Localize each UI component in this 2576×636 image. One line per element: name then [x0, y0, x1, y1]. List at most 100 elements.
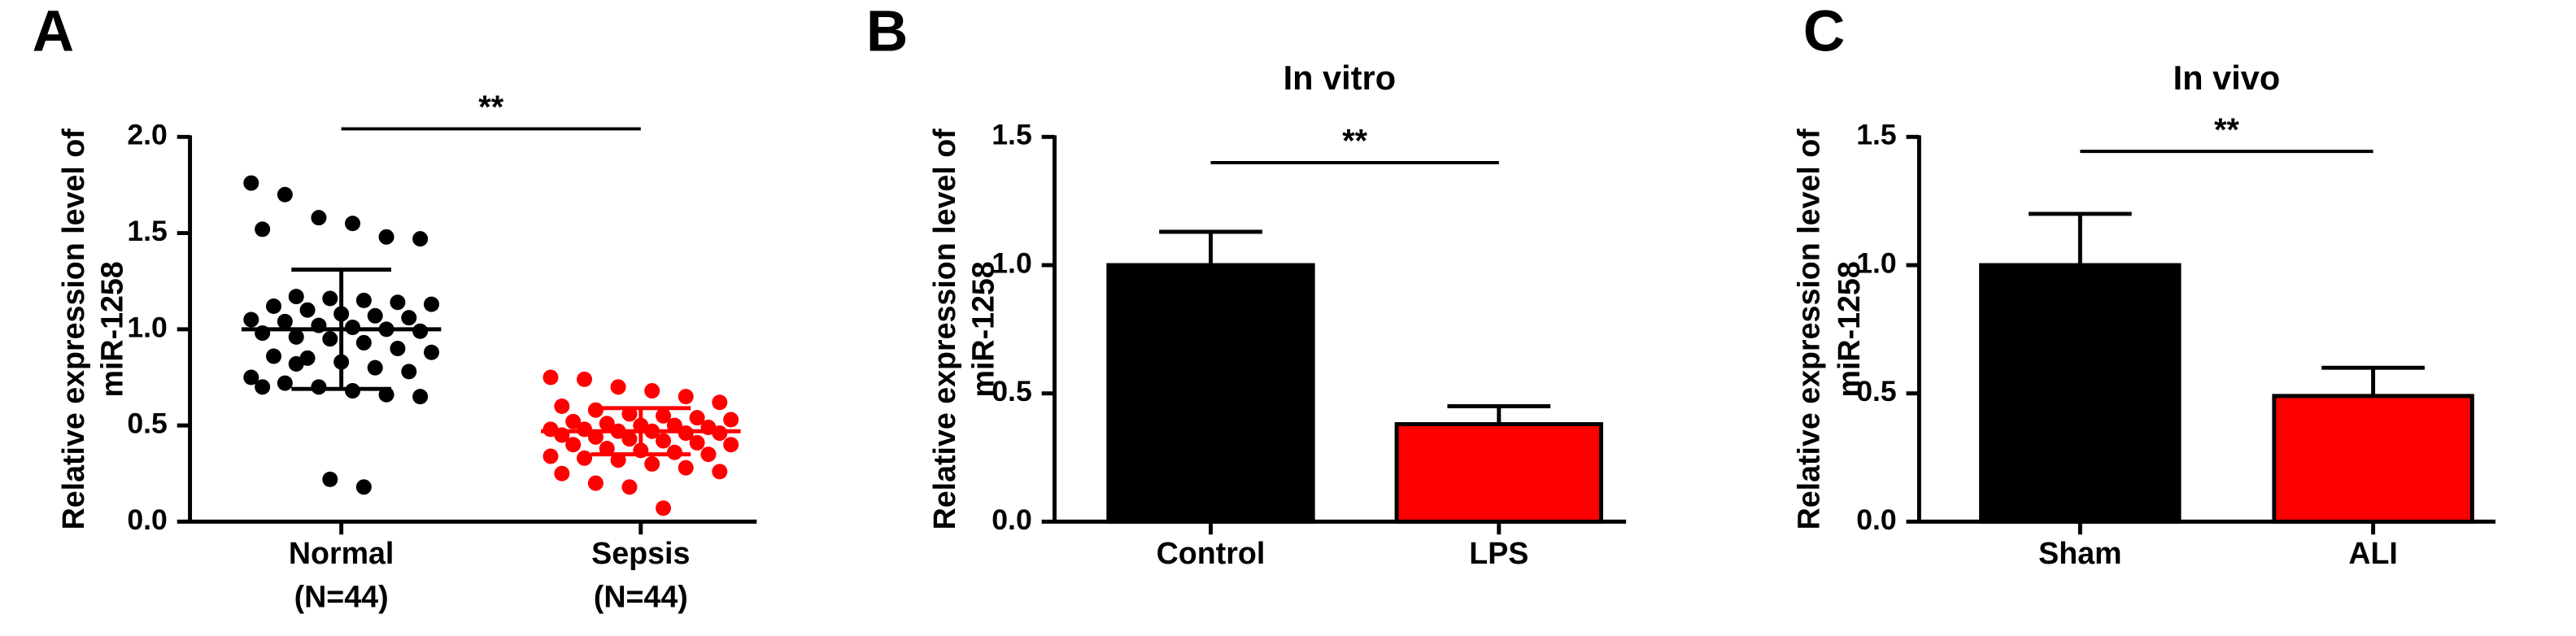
- bar: [1394, 422, 1603, 524]
- data-point: [656, 407, 672, 424]
- data-point: [554, 398, 570, 414]
- data-point: [689, 434, 705, 451]
- data-point: [243, 369, 259, 386]
- data-point: [344, 216, 360, 232]
- data-point: [412, 231, 429, 247]
- data-point: [678, 389, 694, 405]
- bar: [2272, 394, 2474, 524]
- panel-label: A: [33, 0, 74, 63]
- data-point: [712, 394, 728, 411]
- y-tick-label: 0.0: [1856, 503, 1897, 536]
- y-axis-label: miR-1258: [94, 261, 129, 397]
- y-axis-label: Relative expression level of: [927, 129, 961, 530]
- data-point: [355, 334, 372, 351]
- data-point: [255, 379, 271, 395]
- data-point: [723, 437, 739, 453]
- data-point: [543, 448, 559, 464]
- data-point: [689, 410, 705, 426]
- y-tick-label: 1.5: [1856, 119, 1897, 151]
- y-axis-label: Relative expression level of: [56, 129, 90, 530]
- data-point: [355, 292, 372, 308]
- data-point: [243, 175, 259, 191]
- data-point: [577, 450, 593, 466]
- error-bar: [591, 406, 691, 457]
- data-point: [423, 344, 439, 360]
- data-point: [277, 313, 293, 329]
- data-point: [367, 359, 383, 376]
- data-point: [390, 341, 406, 357]
- y-tick-label: 1.0: [127, 311, 168, 343]
- y-axis-label: miR-1258: [965, 261, 1000, 397]
- y-tick-label: 0.0: [127, 503, 168, 536]
- data-point: [644, 383, 660, 399]
- x-tick-sublabel: (N=44): [294, 579, 389, 613]
- data-point: [543, 369, 559, 386]
- x-tick-label: Normal: [289, 536, 394, 570]
- data-point: [565, 413, 582, 429]
- significance-label: **: [1342, 124, 1367, 159]
- chart-title: In vivo: [2173, 59, 2281, 97]
- y-tick-label: 0.5: [127, 407, 168, 440]
- error-bar: [291, 268, 391, 391]
- data-point: [610, 379, 626, 395]
- data-point: [322, 290, 338, 307]
- y-axis-label: Relative expression level of: [1792, 129, 1826, 530]
- x-tick-label: ALI: [2348, 536, 2398, 570]
- data-point: [656, 500, 672, 516]
- chart-title: In vitro: [1284, 59, 1397, 97]
- data-point: [255, 221, 271, 237]
- data-point: [288, 329, 304, 345]
- x-tick-label: Control: [1157, 536, 1266, 570]
- y-tick-label: 2.0: [127, 119, 168, 151]
- y-tick-label: 1.0: [1856, 246, 1897, 279]
- significance-label: **: [478, 89, 503, 125]
- data-point: [378, 229, 394, 245]
- data-point: [423, 296, 439, 312]
- data-point: [587, 475, 604, 491]
- x-tick-sublabel: (N=44): [594, 579, 688, 613]
- y-axis-label: miR-1258: [1832, 261, 1866, 397]
- y-tick-label: 0.5: [1856, 375, 1897, 407]
- data-point: [288, 355, 304, 372]
- data-point: [723, 412, 739, 428]
- data-point: [678, 460, 694, 476]
- bar: [1106, 263, 1315, 524]
- significance-label: **: [2214, 112, 2239, 148]
- data-point: [565, 437, 582, 453]
- data-point: [322, 331, 338, 347]
- data-point: [277, 375, 293, 391]
- data-point: [299, 302, 316, 318]
- y-tick-label: 0.0: [992, 503, 1032, 536]
- y-tick-label: 1.5: [992, 119, 1032, 151]
- data-point: [644, 455, 660, 472]
- data-point: [277, 186, 293, 203]
- data-point: [390, 294, 406, 311]
- data-point: [367, 307, 383, 324]
- data-point: [265, 298, 281, 314]
- data-point: [656, 433, 672, 449]
- data-point: [355, 479, 372, 495]
- data-point: [621, 431, 638, 447]
- data-point: [401, 310, 417, 326]
- data-point: [265, 348, 281, 364]
- data-point: [554, 465, 570, 481]
- data-point: [288, 289, 304, 305]
- data-point: [712, 464, 728, 480]
- data-point: [412, 389, 429, 405]
- y-tick-label: 0.5: [992, 375, 1032, 407]
- x-tick-label: LPS: [1469, 536, 1528, 570]
- data-point: [243, 311, 259, 328]
- panel-label: B: [866, 0, 908, 63]
- x-tick-label: Sham: [2038, 536, 2121, 570]
- data-point: [322, 471, 338, 487]
- data-point: [700, 447, 717, 463]
- x-tick-label: Sepsis: [591, 536, 690, 570]
- data-point: [599, 416, 615, 432]
- bar: [1979, 263, 2182, 524]
- data-point: [621, 479, 638, 495]
- data-point: [577, 371, 593, 387]
- data-point: [401, 364, 417, 380]
- y-tick-label: 1.5: [127, 215, 168, 247]
- y-tick-label: 1.0: [992, 246, 1032, 279]
